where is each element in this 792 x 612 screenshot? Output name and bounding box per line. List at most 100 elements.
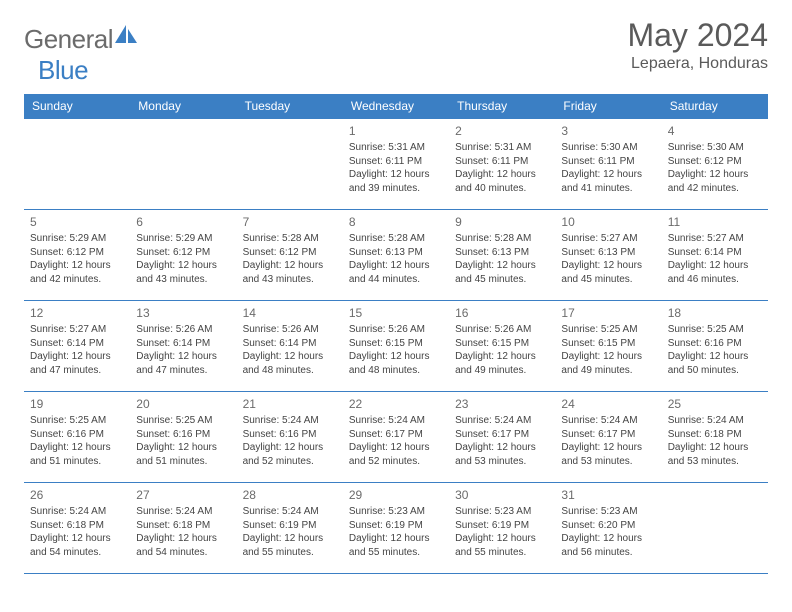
day-cell: 24Sunrise: 5:24 AMSunset: 6:17 PMDayligh… [555, 392, 661, 483]
day-cell [237, 119, 343, 210]
daylight-text: Daylight: 12 hours and 55 minutes. [455, 532, 549, 559]
sunset-text: Sunset: 6:17 PM [455, 428, 549, 442]
sunset-text: Sunset: 6:20 PM [561, 519, 655, 533]
daylight-text: Daylight: 12 hours and 53 minutes. [455, 441, 549, 468]
sunrise-text: Sunrise: 5:29 AM [136, 232, 230, 246]
sunrise-text: Sunrise: 5:24 AM [668, 414, 762, 428]
title-block: May 2024 Lepaera, Honduras [627, 18, 768, 73]
logo-text-general: General [24, 24, 113, 55]
location: Lepaera, Honduras [627, 55, 768, 73]
sunset-text: Sunset: 6:12 PM [30, 246, 124, 260]
sunrise-text: Sunrise: 5:30 AM [668, 141, 762, 155]
day-number: 27 [136, 487, 230, 503]
day-number: 3 [561, 123, 655, 139]
daylight-text: Daylight: 12 hours and 55 minutes. [349, 532, 443, 559]
sunset-text: Sunset: 6:19 PM [243, 519, 337, 533]
daylight-text: Daylight: 12 hours and 47 minutes. [136, 350, 230, 377]
weekday-header: Thursday [449, 94, 555, 119]
day-number: 11 [668, 214, 762, 230]
day-cell: 16Sunrise: 5:26 AMSunset: 6:15 PMDayligh… [449, 301, 555, 392]
sunset-text: Sunset: 6:18 PM [668, 428, 762, 442]
day-cell: 18Sunrise: 5:25 AMSunset: 6:16 PMDayligh… [662, 301, 768, 392]
daylight-text: Daylight: 12 hours and 42 minutes. [30, 259, 124, 286]
sunset-text: Sunset: 6:12 PM [668, 155, 762, 169]
day-number: 19 [30, 396, 124, 412]
sunset-text: Sunset: 6:14 PM [30, 337, 124, 351]
sunrise-text: Sunrise: 5:23 AM [349, 505, 443, 519]
day-cell: 20Sunrise: 5:25 AMSunset: 6:16 PMDayligh… [130, 392, 236, 483]
sunset-text: Sunset: 6:16 PM [30, 428, 124, 442]
day-number: 29 [349, 487, 443, 503]
day-number: 14 [243, 305, 337, 321]
sunset-text: Sunset: 6:14 PM [136, 337, 230, 351]
sunrise-text: Sunrise: 5:31 AM [349, 141, 443, 155]
day-cell [24, 119, 130, 210]
day-number: 18 [668, 305, 762, 321]
daylight-text: Daylight: 12 hours and 43 minutes. [136, 259, 230, 286]
sunrise-text: Sunrise: 5:29 AM [30, 232, 124, 246]
day-cell: 30Sunrise: 5:23 AMSunset: 6:19 PMDayligh… [449, 483, 555, 574]
daylight-text: Daylight: 12 hours and 55 minutes. [243, 532, 337, 559]
sunset-text: Sunset: 6:14 PM [668, 246, 762, 260]
daylight-text: Daylight: 12 hours and 47 minutes. [30, 350, 124, 377]
day-number: 7 [243, 214, 337, 230]
day-number: 28 [243, 487, 337, 503]
sunrise-text: Sunrise: 5:23 AM [561, 505, 655, 519]
sunrise-text: Sunrise: 5:31 AM [455, 141, 549, 155]
sunrise-text: Sunrise: 5:26 AM [136, 323, 230, 337]
day-cell: 27Sunrise: 5:24 AMSunset: 6:18 PMDayligh… [130, 483, 236, 574]
sunrise-text: Sunrise: 5:25 AM [668, 323, 762, 337]
sunrise-text: Sunrise: 5:24 AM [30, 505, 124, 519]
day-cell: 15Sunrise: 5:26 AMSunset: 6:15 PMDayligh… [343, 301, 449, 392]
day-cell: 25Sunrise: 5:24 AMSunset: 6:18 PMDayligh… [662, 392, 768, 483]
weekday-header: Friday [555, 94, 661, 119]
day-cell [130, 119, 236, 210]
daylight-text: Daylight: 12 hours and 52 minutes. [349, 441, 443, 468]
day-cell: 8Sunrise: 5:28 AMSunset: 6:13 PMDaylight… [343, 210, 449, 301]
weekday-header: Saturday [662, 94, 768, 119]
sunrise-text: Sunrise: 5:24 AM [243, 414, 337, 428]
sunrise-text: Sunrise: 5:28 AM [243, 232, 337, 246]
sunset-text: Sunset: 6:17 PM [349, 428, 443, 442]
calendar-week-row: 26Sunrise: 5:24 AMSunset: 6:18 PMDayligh… [24, 483, 768, 574]
day-number: 23 [455, 396, 549, 412]
day-cell: 13Sunrise: 5:26 AMSunset: 6:14 PMDayligh… [130, 301, 236, 392]
daylight-text: Daylight: 12 hours and 42 minutes. [668, 168, 762, 195]
daylight-text: Daylight: 12 hours and 43 minutes. [243, 259, 337, 286]
sunrise-text: Sunrise: 5:27 AM [668, 232, 762, 246]
day-number: 12 [30, 305, 124, 321]
day-cell: 28Sunrise: 5:24 AMSunset: 6:19 PMDayligh… [237, 483, 343, 574]
calendar-table: Sunday Monday Tuesday Wednesday Thursday… [24, 94, 768, 574]
day-cell: 21Sunrise: 5:24 AMSunset: 6:16 PMDayligh… [237, 392, 343, 483]
day-cell: 5Sunrise: 5:29 AMSunset: 6:12 PMDaylight… [24, 210, 130, 301]
weekday-header: Monday [130, 94, 236, 119]
sunrise-text: Sunrise: 5:24 AM [455, 414, 549, 428]
day-number: 20 [136, 396, 230, 412]
daylight-text: Daylight: 12 hours and 51 minutes. [30, 441, 124, 468]
daylight-text: Daylight: 12 hours and 40 minutes. [455, 168, 549, 195]
day-cell: 31Sunrise: 5:23 AMSunset: 6:20 PMDayligh… [555, 483, 661, 574]
day-number: 26 [30, 487, 124, 503]
sunset-text: Sunset: 6:18 PM [136, 519, 230, 533]
day-number: 6 [136, 214, 230, 230]
calendar-body: 1Sunrise: 5:31 AMSunset: 6:11 PMDaylight… [24, 119, 768, 574]
day-cell: 19Sunrise: 5:25 AMSunset: 6:16 PMDayligh… [24, 392, 130, 483]
month-title: May 2024 [627, 18, 768, 53]
sunrise-text: Sunrise: 5:26 AM [349, 323, 443, 337]
day-cell: 6Sunrise: 5:29 AMSunset: 6:12 PMDaylight… [130, 210, 236, 301]
daylight-text: Daylight: 12 hours and 44 minutes. [349, 259, 443, 286]
sunset-text: Sunset: 6:16 PM [136, 428, 230, 442]
sunset-text: Sunset: 6:15 PM [349, 337, 443, 351]
sunrise-text: Sunrise: 5:24 AM [136, 505, 230, 519]
daylight-text: Daylight: 12 hours and 45 minutes. [455, 259, 549, 286]
day-number: 15 [349, 305, 443, 321]
sunrise-text: Sunrise: 5:27 AM [561, 232, 655, 246]
day-number: 1 [349, 123, 443, 139]
sunrise-text: Sunrise: 5:27 AM [30, 323, 124, 337]
daylight-text: Daylight: 12 hours and 41 minutes. [561, 168, 655, 195]
weekday-header-row: Sunday Monday Tuesday Wednesday Thursday… [24, 94, 768, 119]
day-number: 9 [455, 214, 549, 230]
day-number: 24 [561, 396, 655, 412]
day-number: 17 [561, 305, 655, 321]
daylight-text: Daylight: 12 hours and 49 minutes. [561, 350, 655, 377]
